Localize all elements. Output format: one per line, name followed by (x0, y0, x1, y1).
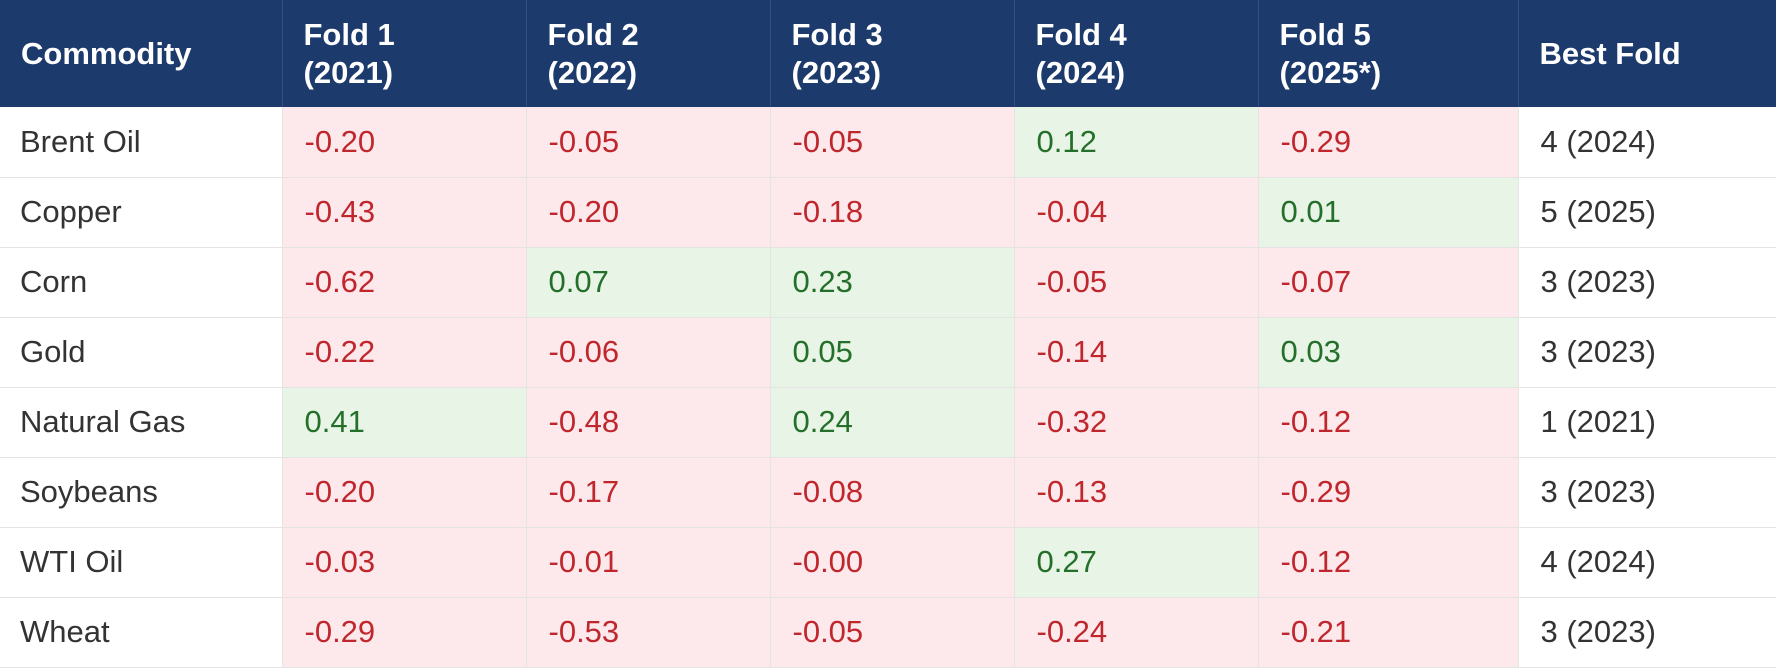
commodity-cell: Brent Oil (0, 107, 283, 178)
best-fold-cell: 3 (2023) (1518, 597, 1776, 668)
header-label: Fold 3 (791, 16, 883, 52)
best-fold-cell: 5 (2025) (1518, 177, 1776, 248)
table-row: WTI Oil -0.03 -0.01 -0.00 0.27 -0.12 4 (2024) (0, 527, 1776, 598)
table-row: Corn -0.62 0.07 0.23 -0.05 -0.07 3 (2023) (0, 247, 1776, 318)
fold-5-value-cell: -0.07 (1258, 247, 1519, 318)
table-row: Copper -0.43 -0.20 -0.18 -0.04 0.01 5 (2025) (0, 177, 1776, 248)
fold-1-value-cell: -0.03 (282, 527, 527, 598)
fold-1-value-cell: -0.20 (282, 457, 527, 528)
fold-3-value-cell: -0.18 (770, 177, 1015, 248)
fold-3-value-cell: 0.05 (770, 317, 1015, 388)
fold-2-value-cell: -0.48 (526, 387, 771, 458)
fold-2-value-cell: -0.20 (526, 177, 771, 248)
header-year: (2021) (303, 54, 394, 90)
fold-4-value-cell: -0.14 (1014, 317, 1259, 388)
fold-1-value-cell: -0.62 (282, 247, 527, 318)
fold-4-value-cell: -0.04 (1014, 177, 1259, 248)
best-fold-cell: 4 (2024) (1518, 107, 1776, 178)
fold-3-value-cell: -0.05 (770, 107, 1015, 178)
fold-5-value-cell: -0.21 (1258, 597, 1519, 668)
fold-2-value-cell: -0.53 (526, 597, 771, 668)
header-year: (2023) (791, 54, 882, 90)
header-label: Best Fold (1539, 35, 1681, 71)
table-row: Soybeans -0.20 -0.17 -0.08 -0.13 -0.29 3 (2023… (0, 457, 1776, 528)
table-row: Natural Gas 0.41 -0.48 0.24 -0.32 -0.12 1 (202… (0, 387, 1776, 458)
fold-4-value-cell: 0.27 (1014, 527, 1259, 598)
commodity-cell: Corn (0, 247, 283, 318)
fold-1-value-cell: -0.29 (282, 597, 527, 668)
table-row: Wheat -0.29 -0.53 -0.05 -0.24 -0.21 3 (2023) (0, 597, 1776, 668)
best-fold-cell: 4 (2024) (1518, 527, 1776, 598)
commodity-cell: Soybeans (0, 457, 283, 528)
fold-5-value-cell: 0.03 (1258, 317, 1519, 388)
header-year: (2025*) (1279, 54, 1382, 90)
header-fold-2: Fold 2 (2022) (526, 0, 771, 107)
table-body: Brent Oil -0.20 -0.05 -0.05 0.12 -0.29 4 (2024… (0, 107, 1776, 668)
best-fold-cell: 3 (2023) (1518, 317, 1776, 388)
table-header: Commodity Fold 1 (2021) Fold 2 (2022) Fo… (0, 0, 1776, 107)
header-year: (2022) (547, 54, 638, 90)
fold-2-value-cell: -0.06 (526, 317, 771, 388)
fold-2-value-cell: -0.01 (526, 527, 771, 598)
fold-2-value-cell: -0.17 (526, 457, 771, 528)
fold-1-value-cell: 0.41 (282, 387, 527, 458)
commodity-cell: Wheat (0, 597, 283, 668)
fold-4-value-cell: -0.05 (1014, 247, 1259, 318)
header-year: (2024) (1035, 54, 1126, 90)
fold-5-value-cell: -0.12 (1258, 527, 1519, 598)
fold-3-value-cell: -0.05 (770, 597, 1015, 668)
commodity-cell: Natural Gas (0, 387, 283, 458)
header-label: Fold 5 (1279, 16, 1371, 52)
header-commodity: Commodity (0, 0, 283, 107)
header-label: Commodity (21, 35, 192, 71)
fold-3-value-cell: -0.08 (770, 457, 1015, 528)
best-fold-cell: 1 (2021) (1518, 387, 1776, 458)
fold-4-value-cell: -0.13 (1014, 457, 1259, 528)
header-label: Fold 1 (303, 16, 395, 52)
header-row: Commodity Fold 1 (2021) Fold 2 (2022) Fo… (0, 0, 1776, 107)
best-fold-cell: 3 (2023) (1518, 457, 1776, 528)
fold-1-value-cell: -0.22 (282, 317, 527, 388)
header-label: Fold 2 (547, 16, 639, 52)
fold-3-value-cell: 0.24 (770, 387, 1015, 458)
commodity-cell: WTI Oil (0, 527, 283, 598)
fold-1-value-cell: -0.20 (282, 107, 527, 178)
header-fold-5: Fold 5 (2025*) (1258, 0, 1519, 107)
fold-2-value-cell: 0.07 (526, 247, 771, 318)
fold-2-value-cell: -0.05 (526, 107, 771, 178)
commodity-cell: Copper (0, 177, 283, 248)
fold-3-value-cell: 0.23 (770, 247, 1015, 318)
table-row: Gold -0.22 -0.06 0.05 -0.14 0.03 3 (2023) (0, 317, 1776, 388)
fold-4-value-cell: 0.12 (1014, 107, 1259, 178)
header-label: Fold 4 (1035, 16, 1127, 52)
fold-5-value-cell: 0.01 (1258, 177, 1519, 248)
header-fold-1: Fold 1 (2021) (282, 0, 527, 107)
fold-4-value-cell: -0.32 (1014, 387, 1259, 458)
best-fold-cell: 3 (2023) (1518, 247, 1776, 318)
fold-4-value-cell: -0.24 (1014, 597, 1259, 668)
table-row: Brent Oil -0.20 -0.05 -0.05 0.12 -0.29 4 (2024… (0, 107, 1776, 178)
fold-5-value-cell: -0.29 (1258, 107, 1519, 178)
fold-1-value-cell: -0.43 (282, 177, 527, 248)
commodity-cell: Gold (0, 317, 283, 388)
fold-5-value-cell: -0.29 (1258, 457, 1519, 528)
header-fold-4: Fold 4 (2024) (1014, 0, 1259, 107)
fold-5-value-cell: -0.12 (1258, 387, 1519, 458)
header-best-fold: Best Fold (1518, 0, 1776, 107)
header-fold-3: Fold 3 (2023) (770, 0, 1015, 107)
fold-3-value-cell: -0.00 (770, 527, 1015, 598)
